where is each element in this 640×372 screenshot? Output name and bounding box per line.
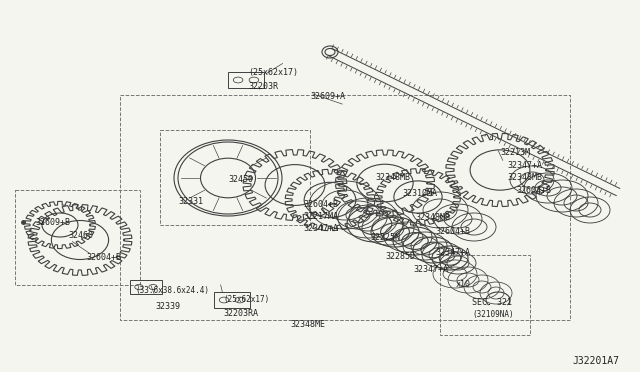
Text: 32203R: 32203R bbox=[248, 82, 278, 91]
Text: 32285D: 32285D bbox=[385, 252, 415, 261]
Text: 32604+B: 32604+B bbox=[303, 200, 338, 209]
Text: 32347+A: 32347+A bbox=[303, 224, 338, 233]
Text: 32609+A: 32609+A bbox=[310, 92, 345, 101]
Text: 32348MB: 32348MB bbox=[415, 213, 450, 222]
Text: 32609+B: 32609+B bbox=[35, 218, 70, 227]
Text: 32217MA: 32217MA bbox=[303, 212, 338, 221]
Text: 32347+A: 32347+A bbox=[507, 161, 542, 170]
Text: 32310MA: 32310MA bbox=[402, 189, 437, 198]
Text: 32604+B: 32604+B bbox=[86, 253, 121, 262]
Text: (25x62x17): (25x62x17) bbox=[248, 68, 298, 77]
Text: 32347+A: 32347+A bbox=[435, 248, 470, 257]
Text: 32450: 32450 bbox=[228, 175, 253, 184]
Text: 32225N: 32225N bbox=[370, 233, 400, 242]
Text: 32203RA: 32203RA bbox=[223, 309, 258, 318]
Text: x10: x10 bbox=[456, 280, 471, 289]
Text: 32339: 32339 bbox=[155, 302, 180, 311]
Bar bbox=[228, 72, 264, 88]
Text: 32331: 32331 bbox=[178, 197, 203, 206]
Text: 32348MB: 32348MB bbox=[507, 173, 542, 182]
Text: 32213M: 32213M bbox=[500, 148, 530, 157]
Text: 32604+B: 32604+B bbox=[435, 227, 470, 236]
Bar bbox=[214, 292, 250, 308]
Text: 32348MB: 32348MB bbox=[375, 173, 410, 182]
Text: 32348ME: 32348ME bbox=[290, 320, 325, 329]
Text: (33.6x38.6x24.4): (33.6x38.6x24.4) bbox=[135, 286, 209, 295]
Text: 32604+B: 32604+B bbox=[516, 186, 551, 195]
Bar bbox=[130, 280, 162, 294]
Text: 32347+A: 32347+A bbox=[413, 265, 448, 274]
Text: (25x62x17): (25x62x17) bbox=[223, 295, 269, 304]
Text: 32460: 32460 bbox=[68, 231, 93, 240]
Text: SEC. 321: SEC. 321 bbox=[472, 298, 512, 307]
Text: (32109NA): (32109NA) bbox=[472, 310, 514, 319]
Text: J32201A7: J32201A7 bbox=[572, 356, 619, 366]
